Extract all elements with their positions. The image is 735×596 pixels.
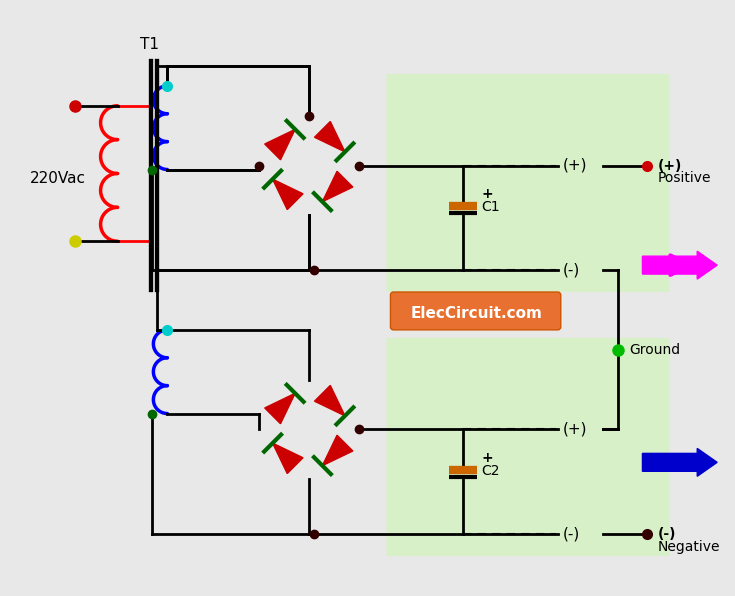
Text: (+): (+) xyxy=(563,157,587,172)
Text: 220Vac: 220Vac xyxy=(30,171,86,186)
Text: Ground: Ground xyxy=(629,343,681,357)
Text: (-): (-) xyxy=(563,262,580,277)
Text: +: + xyxy=(481,451,492,465)
FancyBboxPatch shape xyxy=(390,292,561,330)
Polygon shape xyxy=(323,171,353,201)
Polygon shape xyxy=(265,129,295,160)
Text: ElecCircuit.com: ElecCircuit.com xyxy=(410,306,542,321)
Text: T1: T1 xyxy=(140,37,159,52)
Text: (-): (-) xyxy=(563,526,580,541)
Polygon shape xyxy=(273,179,303,210)
Text: C1: C1 xyxy=(481,200,500,214)
Text: (+): (+) xyxy=(563,421,587,436)
FancyArrow shape xyxy=(642,251,717,279)
FancyBboxPatch shape xyxy=(387,338,670,556)
Polygon shape xyxy=(273,443,303,474)
Text: Negative: Negative xyxy=(657,540,720,554)
Polygon shape xyxy=(315,122,345,152)
Text: Positive: Positive xyxy=(657,172,711,185)
FancyBboxPatch shape xyxy=(387,74,670,292)
FancyArrow shape xyxy=(642,448,717,476)
Text: C2: C2 xyxy=(481,464,500,478)
Text: +: + xyxy=(481,187,492,201)
Text: (+): (+) xyxy=(657,159,682,172)
Polygon shape xyxy=(315,386,345,416)
Polygon shape xyxy=(323,435,353,465)
Polygon shape xyxy=(265,393,295,424)
Text: (-): (-) xyxy=(657,527,676,541)
